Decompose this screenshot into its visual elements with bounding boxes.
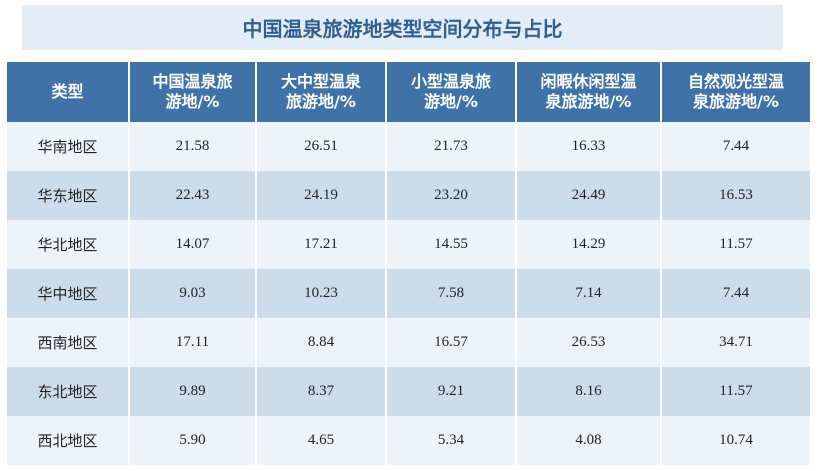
value-cell: 23.20 (385, 171, 517, 220)
header-cell: 大中型温泉 旅游地/% (255, 62, 387, 122)
value-cell: 7.44 (660, 269, 812, 318)
table: 类型 中国温泉旅 游地/% 大中型温泉 旅游地/% 小型温泉旅 游地/% 闲暇休闲型温 … (5, 62, 812, 465)
header-cell: 类型 (5, 62, 130, 122)
value-cell: 21.58 (128, 122, 257, 171)
table-row: 华南地区 21.58 26.51 21.73 16.33 7.44 (5, 122, 812, 171)
value-cell: 26.51 (255, 122, 387, 171)
region-cell: 华南地区 (5, 122, 130, 171)
table-row: 东北地区 9.89 8.37 9.21 8.16 11.57 (5, 367, 812, 416)
value-cell: 7.58 (385, 269, 517, 318)
value-cell: 9.89 (128, 367, 257, 416)
header-cell: 小型温泉旅 游地/% (385, 62, 517, 122)
table-row: 华北地区 14.07 17.21 14.55 14.29 11.57 (5, 220, 812, 269)
value-cell: 24.19 (255, 171, 387, 220)
table-row: 华中地区 9.03 10.23 7.58 7.14 7.44 (5, 269, 812, 318)
header-row: 类型 中国温泉旅 游地/% 大中型温泉 旅游地/% 小型温泉旅 游地/% 闲暇休闲型温 … (5, 62, 812, 122)
value-cell: 17.11 (128, 318, 257, 367)
value-cell: 22.43 (128, 171, 257, 220)
value-cell: 14.55 (385, 220, 517, 269)
table-row: 西南地区 17.11 8.84 16.57 26.53 34.71 (5, 318, 812, 367)
table-row: 西北地区 5.90 4.65 5.34 4.08 10.74 (5, 416, 812, 465)
value-cell: 16.53 (660, 171, 812, 220)
table-row: 华东地区 22.43 24.19 23.20 24.49 16.53 (5, 171, 812, 220)
header-cell: 自然观光型温 泉旅游地/% (660, 62, 812, 122)
header-cell: 闲暇休闲型温 泉旅游地/% (515, 62, 662, 122)
region-cell: 西北地区 (5, 416, 130, 465)
value-cell: 4.65 (255, 416, 387, 465)
value-cell: 8.37 (255, 367, 387, 416)
value-cell: 4.08 (515, 416, 662, 465)
value-cell: 7.44 (660, 122, 812, 171)
value-cell: 11.57 (660, 220, 812, 269)
value-cell: 8.84 (255, 318, 387, 367)
header-cell: 中国温泉旅 游地/% (128, 62, 257, 122)
region-cell: 西南地区 (5, 318, 130, 367)
value-cell: 16.33 (515, 122, 662, 171)
value-cell: 21.73 (385, 122, 517, 171)
region-cell: 东北地区 (5, 367, 130, 416)
value-cell: 8.16 (515, 367, 662, 416)
value-cell: 7.14 (515, 269, 662, 318)
value-cell: 17.21 (255, 220, 387, 269)
value-cell: 5.90 (128, 416, 257, 465)
value-cell: 24.49 (515, 171, 662, 220)
value-cell: 11.57 (660, 367, 812, 416)
value-cell: 9.03 (128, 269, 257, 318)
value-cell: 5.34 (385, 416, 517, 465)
title: 中国温泉旅游地类型空间分布与占比 (22, 5, 783, 50)
value-cell: 14.07 (128, 220, 257, 269)
region-cell: 华北地区 (5, 220, 130, 269)
table-body: 华南地区 21.58 26.51 21.73 16.33 7.44 华东地区 22.43 24.… (5, 122, 812, 465)
value-cell: 26.53 (515, 318, 662, 367)
region-cell: 华东地区 (5, 171, 130, 220)
value-cell: 16.57 (385, 318, 517, 367)
value-cell: 34.71 (660, 318, 812, 367)
region-cell: 华中地区 (5, 269, 130, 318)
value-cell: 10.23 (255, 269, 387, 318)
value-cell: 14.29 (515, 220, 662, 269)
value-cell: 9.21 (385, 367, 517, 416)
value-cell: 10.74 (660, 416, 812, 465)
